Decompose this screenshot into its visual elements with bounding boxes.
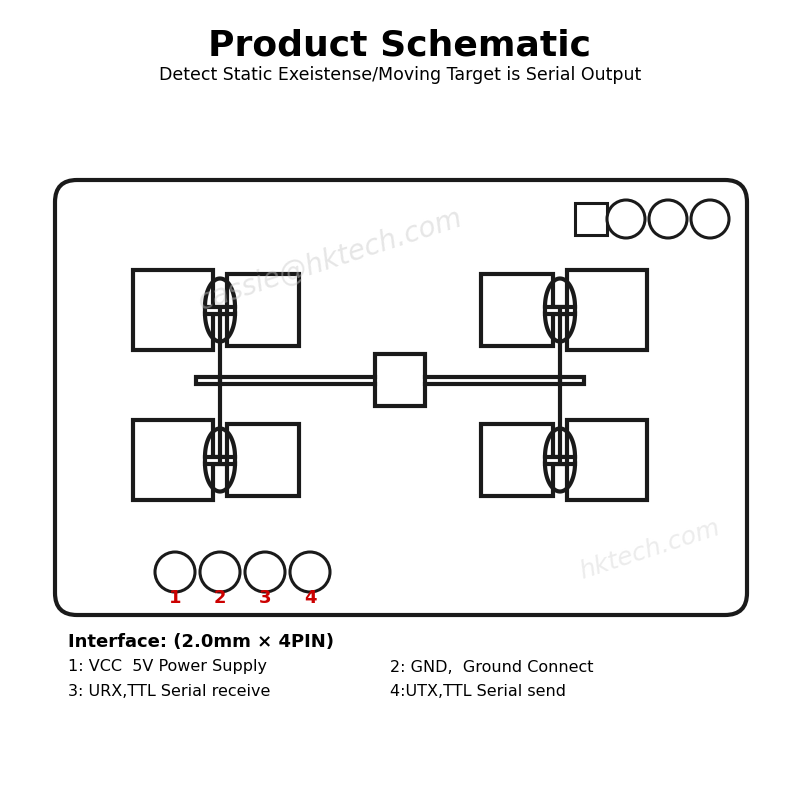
Circle shape	[155, 552, 195, 592]
Text: Product Schematic: Product Schematic	[209, 28, 591, 62]
Bar	[567, 270, 647, 350]
Text: 3: URX,TTL Serial receive: 3: URX,TTL Serial receive	[68, 685, 270, 699]
Circle shape	[290, 552, 330, 592]
Text: 1: VCC  5V Power Supply: 1: VCC 5V Power Supply	[68, 659, 267, 674]
Bar	[481, 274, 553, 346]
Circle shape	[200, 552, 240, 592]
Bar	[545, 306, 567, 314]
Circle shape	[691, 200, 729, 238]
Text: cassie@hktech.com: cassie@hktech.com	[194, 204, 466, 316]
Bar	[133, 270, 213, 350]
Text: hktech.com: hktech.com	[577, 516, 723, 584]
Circle shape	[649, 200, 687, 238]
Bar	[227, 424, 299, 496]
Bar	[213, 457, 235, 463]
Text: Interface: (2.0mm × 4PIN): Interface: (2.0mm × 4PIN)	[68, 633, 334, 651]
Text: Detect Static Exeistense/Moving Target is Serial Output: Detect Static Exeistense/Moving Target i…	[159, 66, 641, 84]
Text: 2: 2	[214, 589, 226, 607]
Bar	[481, 424, 553, 496]
Bar	[567, 420, 647, 500]
Text: 2: GND,  Ground Connect: 2: GND, Ground Connect	[390, 659, 594, 674]
Text: 3: 3	[258, 589, 271, 607]
Bar	[205, 306, 227, 314]
Text: 4:UTX,TTL Serial send: 4:UTX,TTL Serial send	[390, 685, 566, 699]
Bar	[227, 274, 299, 346]
Bar	[213, 306, 235, 314]
Bar	[375, 354, 425, 406]
Bar	[553, 306, 575, 314]
Circle shape	[245, 552, 285, 592]
Text: 1: 1	[169, 589, 182, 607]
Bar	[196, 377, 220, 383]
Bar	[553, 457, 575, 463]
Bar	[133, 420, 213, 500]
Bar	[560, 377, 584, 383]
Circle shape	[607, 200, 645, 238]
Bar	[545, 457, 567, 463]
FancyBboxPatch shape	[55, 180, 747, 615]
Bar	[205, 457, 227, 463]
Text: 4: 4	[304, 589, 316, 607]
Bar	[575, 203, 607, 235]
